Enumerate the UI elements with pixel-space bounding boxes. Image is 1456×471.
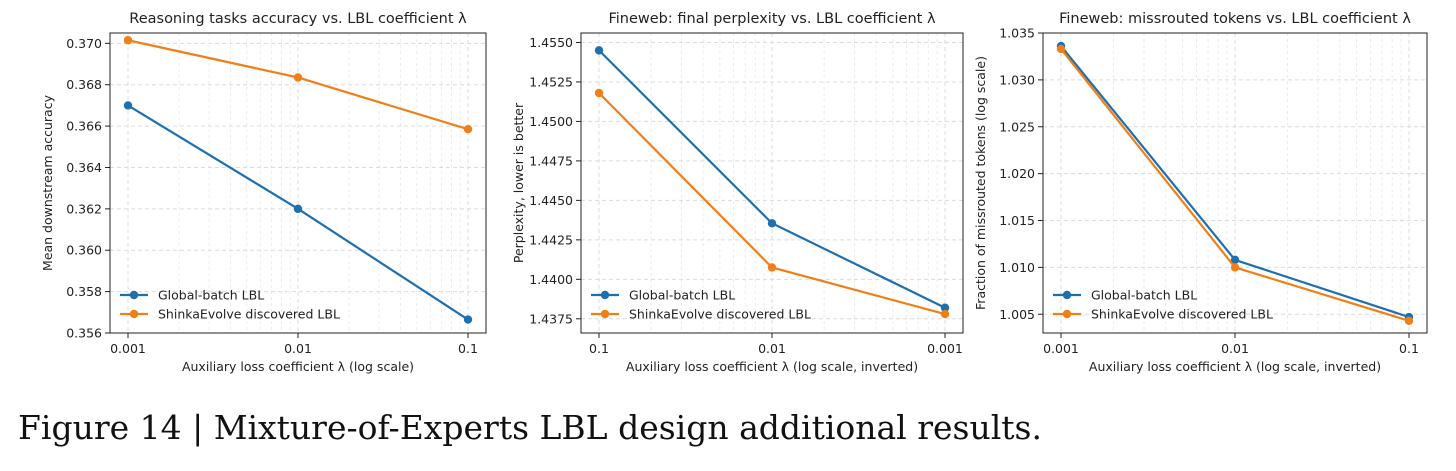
x-tick-label: 0.001 [1043,341,1079,356]
legend-label: ShinkaEvolve discovered LBL [1091,307,1273,322]
data-point [767,219,777,228]
legend-label: Global-batch LBL [629,288,735,303]
y-tick-label: 0.362 [66,201,102,216]
y-tick-label: 1.4475 [529,153,573,168]
y-tick-label: 1.4550 [529,35,573,50]
data-point [463,125,473,134]
y-tick-label: 1.010 [999,260,1035,275]
data-point [767,263,777,272]
y-tick-label: 0.366 [66,119,102,134]
chart-panel-3: 0.001 0.01 0.1 1.005 1.010 1.015 1.020 1.025 1.0… [973,11,1428,374]
data-point [594,88,604,98]
x-axis-label: Auxiliary loss coefficient λ (log scale) [182,359,414,374]
figure-caption: Figure 14 | Mixture-of-Experts LBL desig… [18,408,1042,447]
legend-swatch-marker [1062,290,1072,300]
chart-title: Fineweb: missrouted tokens vs. LBL coeff… [1059,11,1411,27]
y-tick-label: 1.035 [999,26,1035,41]
y-tick-label: 1.025 [999,119,1035,134]
x-tick-label: 0.01 [284,341,312,356]
legend-label: Global-batch LBL [1091,288,1197,303]
y-tick-label: 1.015 [999,213,1035,228]
y-tick-label: 1.020 [999,166,1035,181]
legend-label: Global-batch LBL [158,288,264,303]
chart-panel-2: 0.1 0.01 0.001 1.4375 1.4400 1.4425 1.4450 1.44… [511,11,964,374]
y-axis-label: Mean downstream accuracy [40,94,55,271]
y-tick-label: 0.368 [66,77,102,92]
data-point [293,204,303,214]
y-axis-label: Perplexity, lower is better [511,102,526,263]
figure-charts: 0.001 0.01 0.1 0.356 0.358 0.360 0.362 0.364 0.3… [40,11,1428,374]
legend: Global-batch LBL ShinkaEvolve discovered … [1053,288,1273,322]
plot-frame [1042,32,1428,334]
legend-swatch-marker [129,309,139,319]
x-tick-label: 0.1 [458,341,478,356]
chart-title: Fineweb: final perplexity vs. LBL coeffi… [608,11,935,27]
data-point [123,101,133,110]
data-point [1230,263,1240,272]
data-point [463,315,473,324]
y-tick-label: 0.360 [66,243,102,258]
data-point [1230,255,1240,265]
data-point [594,46,604,55]
data-point [1056,44,1066,54]
x-tick-label: 0.001 [927,341,963,356]
legend-swatch-marker [129,290,139,300]
x-tick-label: 0.1 [589,341,609,356]
legend-label: ShinkaEvolve discovered LBL [158,307,340,322]
y-tick-label: 0.358 [66,284,102,299]
y-tick-label: 1.4500 [529,114,573,129]
y-tick-label: 0.370 [66,36,102,51]
data-point [293,73,303,82]
legend-label: ShinkaEvolve discovered LBL [629,307,811,322]
data-point [940,309,950,319]
y-axis-label: Fraction of missrouted tokens (log scale… [973,56,988,310]
x-tick-label: 0.1 [1399,341,1419,356]
chart-title: Reasoning tasks accuracy vs. LBL coeffic… [129,11,467,27]
plot-frame [580,32,964,334]
y-tick-label: 1.4425 [529,232,573,247]
y-tick-label: 1.4400 [529,272,573,287]
y-tick-label: 1.4450 [529,193,573,208]
chart-panel-1: 0.001 0.01 0.1 0.356 0.358 0.360 0.362 0.364 0.3… [40,11,487,374]
data-point [940,303,950,312]
data-point [1404,316,1414,326]
plot-frame [109,32,487,334]
x-tick-label: 0.01 [758,341,786,356]
data-point [123,36,133,45]
y-tick-label: 1.4375 [529,311,573,326]
legend-swatch-marker [1062,309,1072,319]
legend: Global-batch LBL ShinkaEvolve discovered … [591,288,811,322]
y-tick-label: 1.4525 [529,74,573,89]
legend-swatch-marker [600,309,610,319]
legend: Global-batch LBL ShinkaEvolve discovered … [120,288,340,322]
legend-swatch-marker [600,290,610,300]
y-tick-label: 1.030 [999,72,1035,87]
x-tick-label: 0.001 [110,341,146,356]
y-tick-label: 0.356 [66,326,102,341]
x-axis-label: Auxiliary loss coefficient λ (log scale,… [1089,359,1381,374]
x-tick-label: 0.01 [1221,341,1249,356]
y-tick-label: 0.364 [66,160,102,175]
x-axis-label: Auxiliary loss coefficient λ (log scale,… [626,359,918,374]
y-tick-label: 1.005 [999,307,1035,322]
